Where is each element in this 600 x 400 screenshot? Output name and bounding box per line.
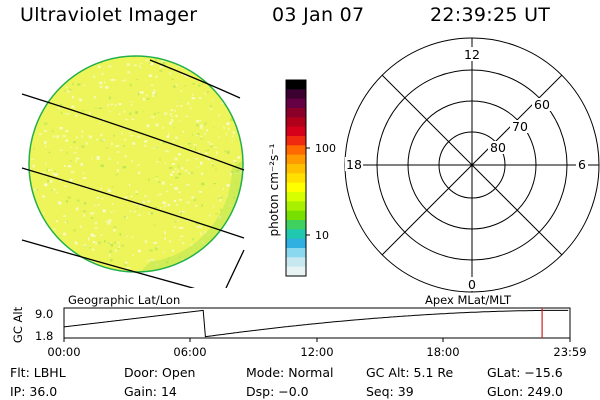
- orbit-ylabel: GC Alt: [11, 306, 25, 343]
- mlt-label-12: 12: [464, 47, 480, 62]
- mlat-label-60: 60: [534, 97, 550, 112]
- color-scale-swatch: [286, 257, 306, 268]
- status-ip: IP: 36.0: [10, 384, 58, 399]
- color-scale-swatch: [286, 154, 306, 165]
- latitude-line: [21, 167, 245, 239]
- time-label: 22:39:25 UT: [430, 4, 551, 26]
- orbit-left-title: Geographic Lat/Lon: [68, 293, 180, 307]
- polar-labels: 12 18 6 0 80 70 60: [345, 47, 588, 292]
- color-scale-swatch: [286, 117, 306, 128]
- orbit-time-axis: 00:00 06:00 12:00 18:00 23:59: [47, 338, 587, 359]
- color-scale-swatch: [286, 89, 306, 100]
- orbit-plot-frame: [63, 307, 571, 339]
- color-scale-swatch: [286, 201, 306, 212]
- latitude-line: [21, 239, 196, 288]
- color-scale-swatch: [286, 173, 306, 184]
- instrument-title: Ultraviolet Imager: [20, 4, 198, 26]
- colorbar-tick-10: 10: [315, 229, 329, 242]
- color-scale-swatch: [286, 80, 306, 90]
- color-scale-swatch: [286, 229, 306, 240]
- time-tick-0600: 06:00: [173, 345, 206, 359]
- longitude-line: [225, 249, 245, 288]
- color-scale-swatch: [286, 238, 306, 249]
- color-scale-frame: [285, 79, 307, 277]
- polar-grid: [344, 37, 600, 293]
- orbit-ytick-9.0: 9.0: [35, 307, 53, 321]
- color-scale-swatch: [286, 220, 306, 230]
- color-scale-swatch: [286, 126, 306, 137]
- color-scale-swatch: [286, 98, 306, 109]
- latitude-line: [149, 59, 241, 99]
- mlt-label-0: 0: [468, 277, 476, 292]
- date-label: 03 Jan 07: [272, 4, 365, 26]
- color-scale-swatch: [286, 136, 306, 146]
- status-gc-alt: GC Alt: 5.1 Re: [366, 365, 454, 380]
- color-scale-swatch: [286, 210, 306, 221]
- orbit-altitude-plot: Geographic Lat/Lon Apex MLat/MLT GC Alt …: [11, 293, 587, 359]
- colorbar-tick-100: 100: [315, 142, 336, 155]
- uv-image-disc: [29, 56, 243, 272]
- time-tick-0000: 00:00: [47, 345, 80, 359]
- orbit-ytick-1.8: 1.8: [35, 329, 53, 343]
- status-gain: Gain: 14: [124, 384, 177, 399]
- color-scale-bar: 100 10 photon cm⁻²s⁻¹: [267, 79, 336, 277]
- color-scale-swatch: [286, 145, 306, 156]
- mlt-label-6: 6: [578, 157, 586, 172]
- mlt-label-18: 18: [346, 157, 362, 172]
- status-dsp: Dsp: −0.0: [246, 384, 309, 399]
- color-scale-swatch: [286, 108, 306, 118]
- latitude-line: [21, 93, 245, 171]
- color-scale-swatch: [286, 266, 306, 277]
- mlat-label-80: 80: [490, 140, 506, 155]
- orbit-right-title: Apex MLat/MLT: [425, 293, 512, 307]
- orbit-altitude-curve: [63, 309, 569, 338]
- color-scale-swatch: [286, 248, 306, 258]
- status-glon: GLon: 249.0: [487, 384, 563, 399]
- status-seq: Seq: 39: [366, 384, 414, 399]
- color-scale-strips: [286, 80, 306, 277]
- color-scale-swatch: [286, 164, 306, 174]
- status-door: Door: Open: [124, 365, 196, 380]
- status-glat: GLat: −15.6: [487, 365, 563, 380]
- time-tick-2359: 23:59: [553, 345, 586, 359]
- status-flt: Flt: LBHL: [10, 365, 66, 380]
- status-mode: Mode: Normal: [246, 365, 334, 380]
- time-tick-1200: 12:00: [300, 345, 333, 359]
- colorbar-unit-label: photon cm⁻²s⁻¹: [267, 143, 281, 236]
- color-scale-swatch: [286, 192, 306, 202]
- geographic-grid-lines: [21, 59, 245, 288]
- mlat-label-70: 70: [512, 119, 528, 134]
- color-scale-swatch: [286, 182, 306, 193]
- time-tick-1800: 18:00: [426, 345, 459, 359]
- uv-image-panel: [21, 55, 245, 288]
